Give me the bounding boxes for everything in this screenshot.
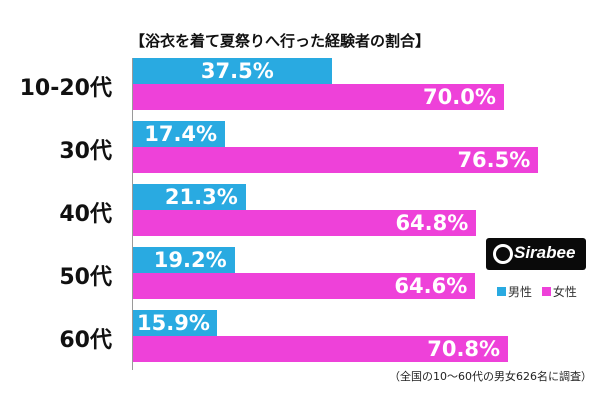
- bar-female: [133, 84, 504, 110]
- bar-female: [133, 273, 476, 299]
- data-label-male: 21.3%: [164, 185, 238, 209]
- legend-swatch-male: [497, 287, 506, 296]
- category-label: 50代: [59, 265, 112, 290]
- data-label-female: 76.5%: [457, 148, 531, 172]
- data-label-female: 70.0%: [423, 85, 496, 109]
- bar-male: [133, 184, 246, 210]
- legend-item-male: 男性: [497, 283, 532, 300]
- data-label-male: 37.5%: [200, 59, 274, 83]
- data-label-female: 64.6%: [394, 274, 468, 298]
- logo-mark-icon: [493, 244, 513, 264]
- category-label: 40代: [59, 202, 112, 227]
- bar-female: [133, 147, 539, 173]
- bar-female: [133, 336, 509, 362]
- sirabee-logo: Sirabee: [486, 238, 586, 270]
- data-label-male: 17.4%: [144, 122, 218, 146]
- bar-male: [133, 121, 226, 147]
- legend-item-female: 女性: [541, 283, 577, 300]
- chart-title: 【浴衣を着て夏祭りへ行った経験者の割合】: [130, 32, 431, 50]
- bar-male: [133, 310, 218, 336]
- data-label-female: 64.8%: [395, 211, 469, 235]
- logo-text: Sirabee: [514, 243, 576, 262]
- bar-male: [133, 58, 332, 84]
- data-label-female: 70.8%: [427, 337, 501, 361]
- data-label-male: 19.2%: [153, 248, 227, 272]
- legend: 男性 女性: [497, 283, 583, 300]
- bar-female: [133, 210, 477, 236]
- category-label: 10-20代: [19, 76, 112, 101]
- legend-swatch-female: [541, 287, 551, 296]
- y-axis-line: [132, 58, 133, 370]
- category-label: 60代: [59, 328, 112, 353]
- survey-note: （全国の10～60代の男女626名に調査）: [389, 370, 592, 383]
- legend-label-female: 女性: [552, 285, 577, 299]
- category-label: 30代: [59, 139, 112, 164]
- bar-male: [133, 247, 235, 273]
- data-label-male: 15.9%: [137, 311, 210, 335]
- legend-label-male: 男性: [508, 285, 533, 299]
